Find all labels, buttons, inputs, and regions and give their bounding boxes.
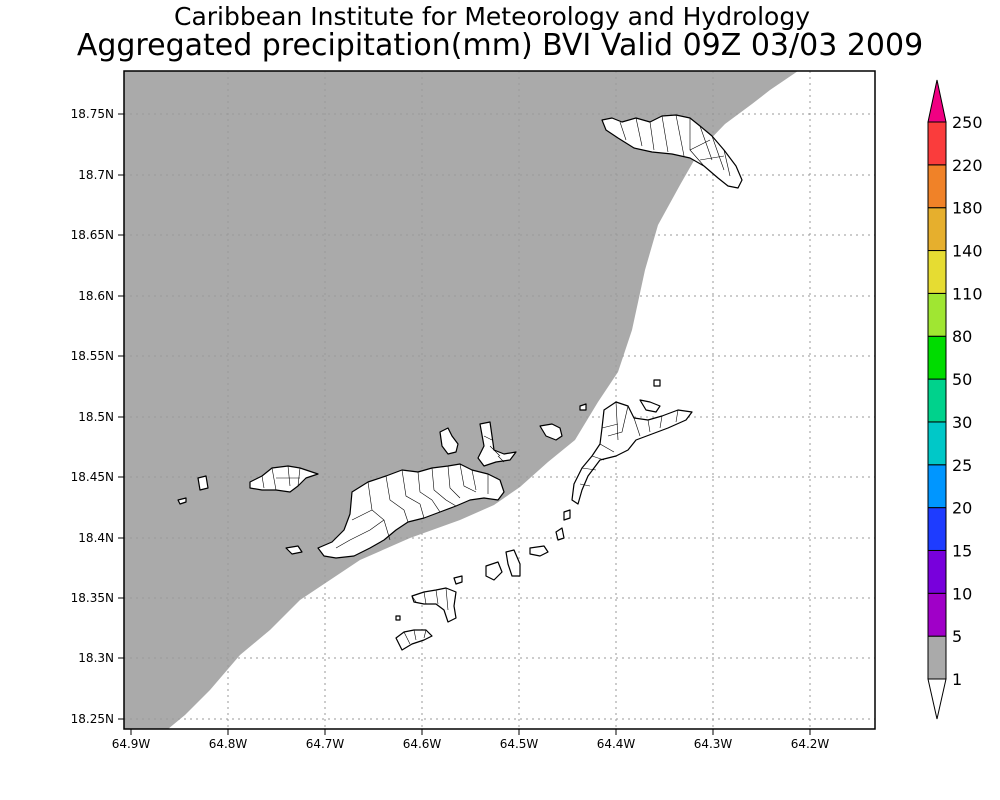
cell-boundary: [261, 465, 301, 491]
colorbar-segment: [927, 121, 947, 166]
colorbar-label: 220: [952, 156, 983, 175]
colorbar-label: 5: [952, 627, 962, 646]
island-ginger: [529, 545, 549, 557]
colorbar-label: 140: [952, 242, 983, 261]
island-scrub: [539, 423, 563, 441]
lon-label: 64.3W: [694, 737, 733, 751]
island-fallen-jerusalem: [555, 527, 565, 541]
colorbar-segment: [927, 164, 947, 209]
island-norman: [395, 629, 433, 651]
lat-label: 18.4N: [78, 531, 114, 545]
lon-label: 64.2W: [791, 737, 830, 751]
island-great-thatch: [285, 545, 303, 555]
lat-label: 18.55N: [71, 349, 114, 363]
axis-ticks: [118, 113, 811, 735]
colorbar-label: 50: [952, 370, 972, 389]
colorbar-segment: [927, 549, 947, 594]
colorbar-segment: [927, 592, 947, 637]
colorbar-segment: [927, 250, 947, 294]
colorbar-label: 80: [952, 327, 972, 346]
lat-label: 18.25N: [71, 712, 114, 726]
island-necker: [653, 379, 661, 387]
colorbar-label: 20: [952, 499, 972, 518]
island-west-cay-1: [197, 475, 209, 491]
lat-label: 18.6N: [78, 289, 114, 303]
lon-label: 64.7W: [306, 737, 345, 751]
island-anegada: [601, 114, 743, 189]
cell-boundary: [579, 401, 679, 487]
island-guana: [439, 427, 459, 455]
lat-label: 18.65N: [71, 228, 114, 242]
cell-boundary: [403, 587, 449, 645]
lon-label: 64.9W: [112, 737, 151, 751]
colorbar-label: 30: [952, 413, 972, 432]
colorbar-label: 180: [952, 199, 983, 218]
lat-label: 18.7N: [78, 168, 114, 182]
map-title-institute: Caribbean Institute for Meteorology and …: [174, 2, 810, 31]
lat-label: 18.75N: [71, 107, 114, 121]
island-small-cay-a: [453, 575, 463, 585]
island-jost-van-dyke: [249, 465, 319, 493]
lat-label: 18.5N: [78, 410, 114, 424]
island-virgin-gorda: [571, 401, 693, 505]
island-tortola: [317, 463, 505, 559]
island-mosquito: [579, 403, 587, 411]
colorbar-segment: [927, 421, 947, 466]
lon-label: 64.5W: [500, 737, 539, 751]
cell-boundary: [483, 435, 505, 463]
colorbar-segment: [927, 378, 947, 423]
lat-label: 18.45N: [71, 470, 114, 484]
colorbar-label: 15: [952, 541, 972, 560]
plot-frame: [123, 70, 876, 730]
island-west-cay-2: [177, 497, 187, 505]
grid-cell-boundaries: [261, 114, 731, 645]
colorbar-segment: [927, 507, 947, 551]
colorbar-label: 110: [952, 284, 983, 303]
lat-label: 18.35N: [71, 591, 114, 605]
island-camanoe: [477, 421, 517, 467]
map-title-product: Aggregated precipitation(mm) BVI Valid 0…: [76, 28, 924, 63]
colorbar-segment: [927, 207, 947, 252]
colorbar-segment: [927, 635, 947, 680]
island-salt: [505, 549, 521, 577]
island-small-cay-b: [563, 509, 571, 521]
colorbar-segment: [927, 292, 947, 337]
lat-label: 18.3N: [78, 651, 114, 665]
island-peter: [411, 587, 457, 623]
lon-label: 64.6W: [403, 737, 442, 751]
colorbar-bottom-arrow: [927, 678, 947, 720]
colorbar-label: 10: [952, 584, 972, 603]
colorbar-segment: [927, 335, 947, 380]
island-cooper: [485, 561, 503, 581]
cell-boundary: [335, 463, 489, 549]
cell-boundary: [619, 114, 731, 177]
colorbar-label: 25: [952, 456, 972, 475]
island-small-cay-c: [395, 615, 401, 621]
colorbar-label: 1: [952, 670, 962, 689]
colorbar-segment: [927, 464, 947, 509]
colorbar-label: 250: [952, 113, 983, 132]
map-gridlines: [124, 71, 875, 729]
precip-shaded-region: [124, 71, 798, 729]
island-prickly-pear: [639, 399, 661, 413]
colorbar-top-arrow: [927, 79, 947, 123]
lon-label: 64.4W: [597, 737, 636, 751]
lon-label: 64.8W: [209, 737, 248, 751]
